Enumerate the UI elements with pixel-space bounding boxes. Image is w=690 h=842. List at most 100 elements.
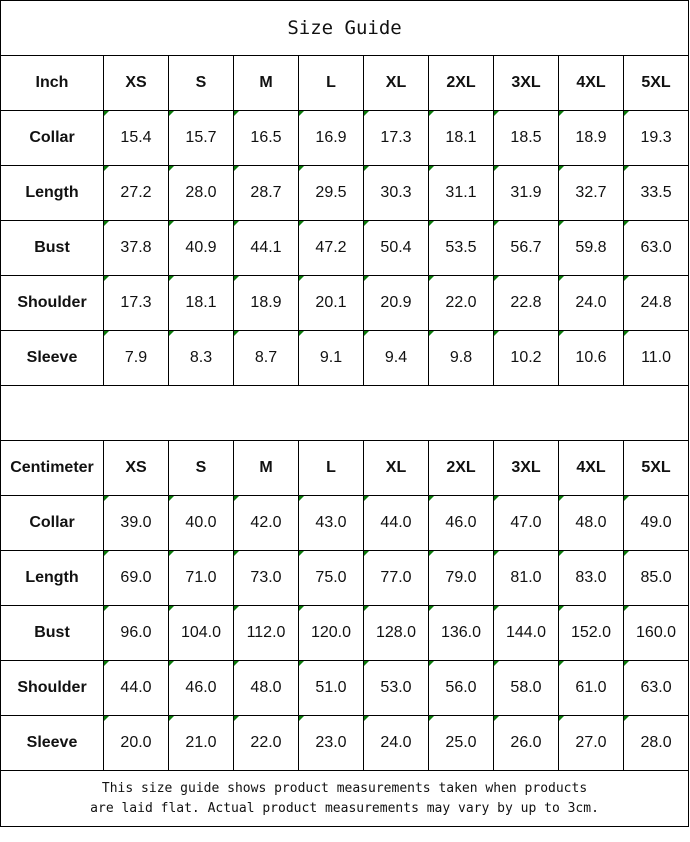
measurement-cell: 61.0 bbox=[558, 660, 624, 716]
measurement-cell: 53.5 bbox=[428, 220, 494, 276]
measurement-cell: 18.1 bbox=[168, 275, 234, 331]
measurement-cell: 28.7 bbox=[233, 165, 299, 221]
row-label: Sleeve bbox=[0, 715, 104, 771]
measurement-cell: 144.0 bbox=[493, 605, 559, 661]
footer-row: This size guide shows product measuremen… bbox=[0, 770, 690, 827]
size-header: M bbox=[233, 440, 299, 496]
measurement-cell: 77.0 bbox=[363, 550, 429, 606]
measurement-cell: 44.0 bbox=[363, 495, 429, 551]
table-row: Shoulder 17.3 18.1 18.9 20.1 20.9 22.0 22.8 24.0… bbox=[0, 275, 690, 331]
measurement-cell: 47.0 bbox=[493, 495, 559, 551]
measurement-cell: 24.0 bbox=[363, 715, 429, 771]
size-header: 2XL bbox=[428, 440, 494, 496]
measurement-cell: 136.0 bbox=[428, 605, 494, 661]
measurement-cell: 59.8 bbox=[558, 220, 624, 276]
measurement-cell: 22.8 bbox=[493, 275, 559, 331]
measurement-cell: 18.9 bbox=[233, 275, 299, 331]
unit-header: Inch bbox=[0, 55, 104, 111]
size-header: L bbox=[298, 55, 364, 111]
measurement-cell: 56.0 bbox=[428, 660, 494, 716]
row-label: Bust bbox=[0, 220, 104, 276]
measurement-cell: 73.0 bbox=[233, 550, 299, 606]
measurement-cell: 43.0 bbox=[298, 495, 364, 551]
measurement-cell: 21.0 bbox=[168, 715, 234, 771]
measurement-cell: 9.4 bbox=[363, 330, 429, 386]
measurement-cell: 15.7 bbox=[168, 110, 234, 166]
measurement-cell: 69.0 bbox=[103, 550, 169, 606]
spacer bbox=[0, 385, 690, 441]
measurement-cell: 18.1 bbox=[428, 110, 494, 166]
footer-line-2: are laid flat. Actual product measuremen… bbox=[90, 800, 599, 816]
size-header: 4XL bbox=[558, 440, 624, 496]
measurement-cell: 28.0 bbox=[168, 165, 234, 221]
measurement-cell: 49.0 bbox=[622, 495, 690, 551]
measurement-cell: 19.3 bbox=[622, 110, 690, 166]
measurement-cell: 8.3 bbox=[168, 330, 234, 386]
measurement-cell: 47.2 bbox=[298, 220, 364, 276]
measurement-cell: 81.0 bbox=[493, 550, 559, 606]
measurement-cell: 33.5 bbox=[622, 165, 690, 221]
size-header: S bbox=[168, 440, 234, 496]
table-row: Length 27.2 28.0 28.7 29.5 30.3 31.1 31.9 32.7 33… bbox=[0, 165, 690, 221]
measurement-cell: 83.0 bbox=[558, 550, 624, 606]
measurement-cell: 42.0 bbox=[233, 495, 299, 551]
measurement-cell: 48.0 bbox=[233, 660, 299, 716]
measurement-cell: 46.0 bbox=[428, 495, 494, 551]
size-header: 3XL bbox=[493, 440, 559, 496]
size-header: 4XL bbox=[558, 55, 624, 111]
measurement-cell: 63.0 bbox=[622, 660, 690, 716]
size-header: 5XL bbox=[622, 55, 690, 111]
measurement-cell: 20.0 bbox=[103, 715, 169, 771]
measurement-cell: 120.0 bbox=[298, 605, 364, 661]
measurement-cell: 9.1 bbox=[298, 330, 364, 386]
measurement-cell: 11.0 bbox=[622, 330, 690, 386]
measurement-cell: 15.4 bbox=[103, 110, 169, 166]
size-header: S bbox=[168, 55, 234, 111]
table-row: Shoulder 44.0 46.0 48.0 51.0 53.0 56.0 58.0 61.0… bbox=[0, 660, 690, 716]
measurement-cell: 10.6 bbox=[558, 330, 624, 386]
measurement-cell: 152.0 bbox=[558, 605, 624, 661]
measurement-cell: 44.1 bbox=[233, 220, 299, 276]
measurement-cell: 9.8 bbox=[428, 330, 494, 386]
measurement-cell: 51.0 bbox=[298, 660, 364, 716]
measurement-cell: 48.0 bbox=[558, 495, 624, 551]
measurement-cell: 96.0 bbox=[103, 605, 169, 661]
measurement-cell: 16.5 bbox=[233, 110, 299, 166]
measurement-cell: 37.8 bbox=[103, 220, 169, 276]
measurement-cell: 28.0 bbox=[622, 715, 690, 771]
measurement-cell: 26.0 bbox=[493, 715, 559, 771]
size-header: XS bbox=[103, 440, 169, 496]
measurement-cell: 39.0 bbox=[103, 495, 169, 551]
table-row: Collar 15.4 15.7 16.5 16.9 17.3 18.1 18.5 18.9 19… bbox=[0, 110, 690, 166]
measurement-cell: 24.0 bbox=[558, 275, 624, 331]
spacer-row bbox=[0, 385, 690, 441]
size-header: XL bbox=[363, 55, 429, 111]
measurement-cell: 31.1 bbox=[428, 165, 494, 221]
row-label: Length bbox=[0, 550, 104, 606]
measurement-cell: 31.9 bbox=[493, 165, 559, 221]
measurement-cell: 50.4 bbox=[363, 220, 429, 276]
size-header: 3XL bbox=[493, 55, 559, 111]
table-row: Sleeve 20.0 21.0 22.0 23.0 24.0 25.0 26.0 27.0 28… bbox=[0, 715, 690, 771]
measurement-cell: 44.0 bbox=[103, 660, 169, 716]
row-label: Collar bbox=[0, 495, 104, 551]
size-header: 5XL bbox=[622, 440, 690, 496]
table-row: Bust 37.8 40.9 44.1 47.2 50.4 53.5 56.7 59.8 63.0 bbox=[0, 220, 690, 276]
measurement-cell: 160.0 bbox=[622, 605, 690, 661]
size-header: M bbox=[233, 55, 299, 111]
measurement-cell: 8.7 bbox=[233, 330, 299, 386]
measurement-cell: 24.8 bbox=[622, 275, 690, 331]
measurement-cell: 85.0 bbox=[622, 550, 690, 606]
measurement-cell: 46.0 bbox=[168, 660, 234, 716]
measurement-cell: 7.9 bbox=[103, 330, 169, 386]
measurement-cell: 29.5 bbox=[298, 165, 364, 221]
measurement-cell: 40.9 bbox=[168, 220, 234, 276]
measurement-cell: 18.9 bbox=[558, 110, 624, 166]
measurement-cell: 75.0 bbox=[298, 550, 364, 606]
row-label: Sleeve bbox=[0, 330, 104, 386]
cm-header-row: Centimeter XS S M L XL 2XL 3XL 4XL 5XL bbox=[0, 440, 690, 496]
row-label: Shoulder bbox=[0, 660, 104, 716]
measurement-cell: 22.0 bbox=[428, 275, 494, 331]
measurement-cell: 71.0 bbox=[168, 550, 234, 606]
